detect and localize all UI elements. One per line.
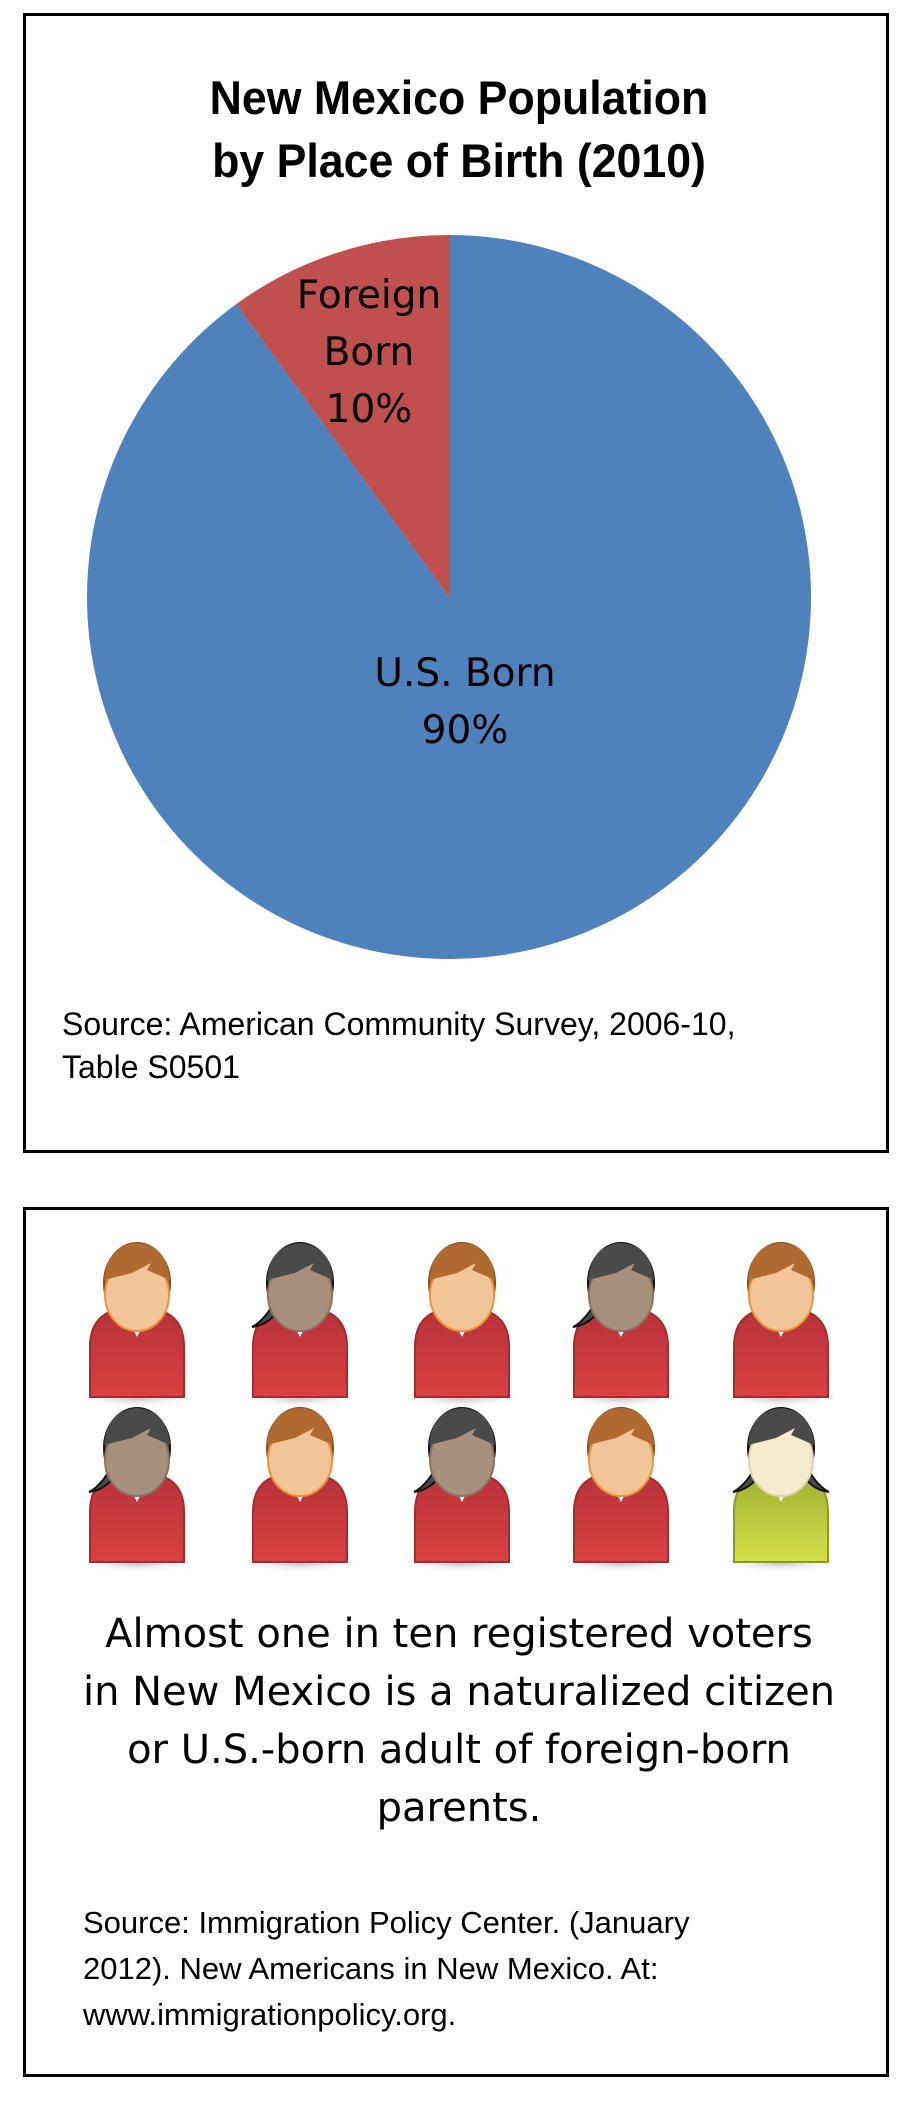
source-line: Source: Immigration Policy Center. (Janu…: [83, 1905, 690, 1940]
source-line: 2012). New Americans in New Mexico. At:: [83, 1951, 659, 1986]
message-line: Almost one in ten registered voters: [105, 1611, 813, 1657]
voters-infographic-panel: Almost one in ten registered voters in N…: [23, 1207, 889, 2077]
data-label-name: Foreign: [297, 273, 441, 318]
data-label-name: Born: [324, 330, 415, 375]
chart-source: Source: American Community Survey, 2006-…: [62, 1003, 735, 1089]
pie-chart: U.S. Born 90% Foreign Born 10%: [86, 235, 811, 959]
data-label-value: 10%: [326, 387, 413, 432]
infographic-source: Source: Immigration Policy Center. (Janu…: [83, 1900, 689, 2038]
person-icon: [561, 1407, 681, 1574]
pie-slice-foreign-born: [236, 235, 449, 597]
pie-chart-panel: New Mexico Population by Place of Birth …: [23, 13, 889, 1153]
data-label-name: U.S. Born: [374, 651, 555, 696]
people-icons: [77, 1242, 841, 1574]
person-icon: [561, 1242, 681, 1409]
pie-slice-u-s-born: [86, 235, 811, 959]
source-line: www.immigrationpolicy.org.: [83, 1997, 457, 2032]
infographic-message: Almost one in ten registered voters in N…: [26, 1605, 892, 1837]
person-icon: [240, 1407, 360, 1574]
message-line: in New Mexico is a naturalized citizen: [82, 1669, 836, 1715]
data-label-value: 90%: [422, 708, 509, 753]
source-line: Table S0501: [62, 1049, 240, 1085]
title-line-2: by Place of Birth (2010): [212, 134, 706, 187]
person-icon: [77, 1242, 197, 1409]
person-icon: [721, 1242, 841, 1409]
person-icon: [721, 1407, 841, 1574]
person-icon: [240, 1242, 360, 1409]
message-line: parents.: [376, 1785, 542, 1831]
person-icon: [77, 1407, 197, 1574]
message-line: or U.S.-born adult of foreign-born: [127, 1727, 791, 1773]
person-icon: [402, 1242, 522, 1409]
person-icon: [402, 1407, 522, 1574]
chart-title: New Mexico Population by Place of Birth …: [48, 66, 871, 192]
source-line: Source: American Community Survey, 2006-…: [62, 1006, 736, 1042]
title-line-1: New Mexico Population: [209, 71, 709, 124]
